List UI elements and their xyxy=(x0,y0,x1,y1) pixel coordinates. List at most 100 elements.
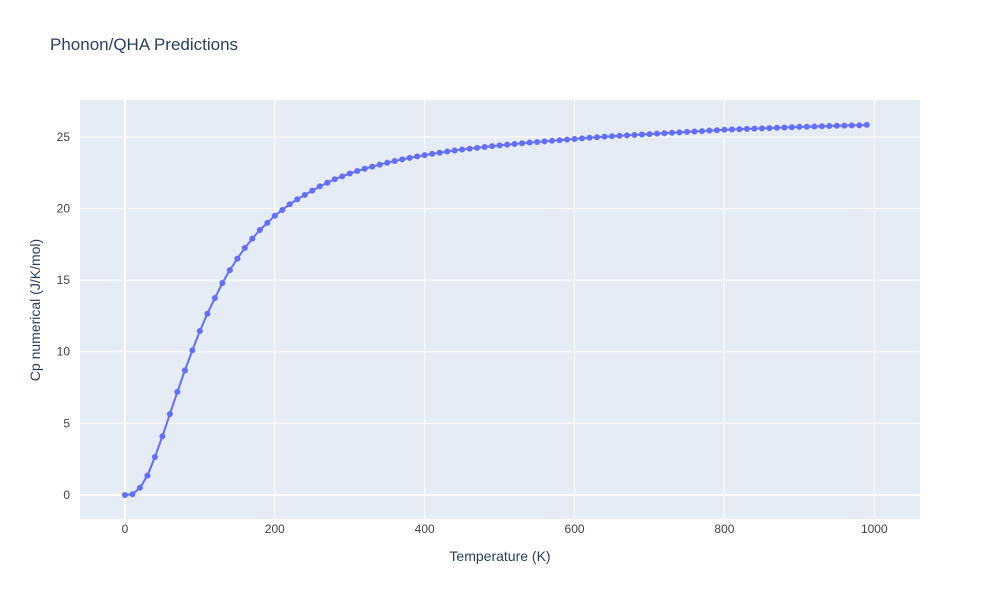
data-point xyxy=(271,212,278,219)
data-point xyxy=(496,142,503,149)
data-point xyxy=(504,141,511,148)
data-point xyxy=(346,170,353,177)
x-tick-label: 600 xyxy=(565,522,585,536)
data-point xyxy=(391,158,398,165)
data-point xyxy=(653,130,660,137)
data-point xyxy=(721,126,728,133)
data-point xyxy=(751,125,758,132)
data-point xyxy=(234,255,241,262)
data-point xyxy=(713,127,720,134)
data-point xyxy=(204,310,211,317)
data-line xyxy=(124,123,867,496)
data-point xyxy=(129,491,136,498)
data-point xyxy=(609,133,616,140)
data-point xyxy=(631,131,638,138)
data-point xyxy=(743,125,750,132)
data-point xyxy=(511,140,518,147)
data-point xyxy=(594,134,601,141)
x-axis-title: Temperature (K) xyxy=(449,548,550,564)
data-point xyxy=(174,388,181,395)
data-point xyxy=(384,159,391,166)
y-tick-label: 0 xyxy=(63,488,70,502)
y-tick-label: 15 xyxy=(57,273,71,287)
data-point xyxy=(818,123,825,130)
data-point xyxy=(586,134,593,141)
data-point xyxy=(571,135,578,142)
data-point xyxy=(556,137,563,144)
data-point xyxy=(683,128,690,135)
data-point xyxy=(316,183,323,190)
data-point xyxy=(803,123,810,130)
data-point xyxy=(136,484,143,491)
data-point xyxy=(121,491,128,498)
data-point xyxy=(331,176,338,183)
data-point xyxy=(354,168,361,175)
y-tick-label: 25 xyxy=(57,130,71,144)
data-point xyxy=(249,235,256,242)
data-point xyxy=(474,144,481,151)
data-point xyxy=(399,156,406,163)
data-point xyxy=(421,152,428,159)
data-point xyxy=(324,179,331,186)
data-point xyxy=(676,129,683,136)
data-point xyxy=(166,411,173,418)
data-point xyxy=(691,128,698,135)
data-point xyxy=(661,130,668,137)
plot-area xyxy=(80,100,920,519)
data-point xyxy=(706,127,713,134)
data-point xyxy=(459,146,466,153)
data-point xyxy=(541,138,548,145)
x-tick-label: 400 xyxy=(415,522,435,536)
data-point xyxy=(466,145,473,152)
x-tick-label: 0 xyxy=(122,522,129,536)
data-point xyxy=(601,133,608,140)
y-tick-label: 10 xyxy=(57,345,71,359)
data-point xyxy=(519,140,526,147)
data-point xyxy=(159,433,166,440)
y-axis-title: Cp numerical (J/K/mol) xyxy=(27,239,43,381)
data-point xyxy=(811,123,818,130)
data-point xyxy=(668,129,675,136)
data-point xyxy=(369,163,376,170)
data-point xyxy=(196,327,203,334)
data-point xyxy=(489,143,496,150)
data-point xyxy=(856,122,863,129)
data-point xyxy=(616,132,623,139)
data-point xyxy=(294,196,301,203)
data-point xyxy=(758,125,765,132)
data-point xyxy=(564,136,571,143)
data-point xyxy=(579,135,586,142)
data-point xyxy=(339,173,346,180)
data-point xyxy=(226,267,233,274)
data-point xyxy=(151,453,158,460)
data-point xyxy=(241,244,248,251)
chart-title: Phonon/QHA Predictions xyxy=(50,35,238,54)
data-point xyxy=(736,126,743,133)
data-point xyxy=(376,161,383,168)
data-point xyxy=(256,227,263,234)
data-point xyxy=(728,126,735,133)
x-tick-label: 800 xyxy=(714,522,734,536)
data-point xyxy=(444,148,451,155)
data-point xyxy=(181,367,188,374)
y-tick-label: 5 xyxy=(63,416,70,430)
x-tick-label: 1000 xyxy=(861,522,888,536)
data-point xyxy=(796,123,803,130)
data-point xyxy=(451,147,458,154)
data-point xyxy=(429,150,436,157)
data-point xyxy=(766,125,773,132)
data-point xyxy=(279,206,286,213)
data-point xyxy=(526,139,533,146)
data-point xyxy=(773,124,780,131)
y-tick-label: 20 xyxy=(57,202,71,216)
data-point xyxy=(406,154,413,161)
data-point xyxy=(841,122,848,129)
data-point xyxy=(833,122,840,129)
data-point xyxy=(264,219,271,226)
data-point xyxy=(301,191,308,198)
data-point xyxy=(361,165,368,172)
data-point xyxy=(534,138,541,145)
data-point xyxy=(219,280,226,287)
x-tick-label: 200 xyxy=(265,522,285,536)
